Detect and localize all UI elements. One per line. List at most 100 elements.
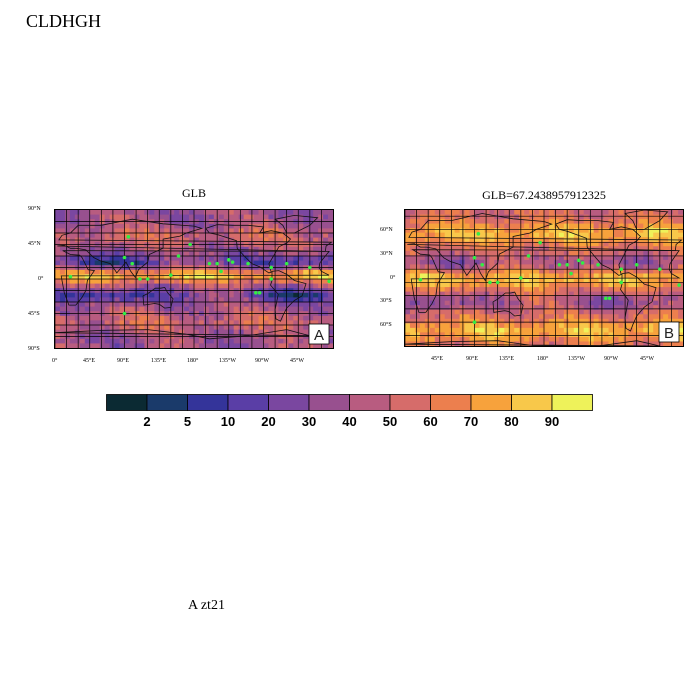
station-marker [327, 279, 331, 284]
lon-tick: 45°E [83, 358, 96, 364]
station-marker [257, 291, 262, 295]
lon-tick: 0° [52, 358, 58, 364]
station-marker [619, 267, 624, 271]
lon-tick: 180° [537, 356, 549, 362]
colorbar-level-label: 70 [463, 414, 479, 429]
station-marker [580, 261, 585, 265]
lat-tick: 45°N [28, 241, 41, 247]
station-marker [480, 262, 485, 267]
station-marker [576, 258, 581, 263]
colorbar-level-label: 20 [261, 414, 276, 429]
colorbar-swatch [227, 394, 269, 411]
lat-tick: 30°N [380, 251, 393, 257]
lon-tick: 135°E [499, 356, 515, 362]
station-marker [488, 280, 492, 285]
station-marker [472, 320, 477, 324]
station-marker [219, 269, 223, 274]
lon-tick: 90°E [117, 358, 130, 364]
station-marker [495, 280, 500, 285]
panel-a-title: GLB [182, 186, 206, 200]
lat-tick: 90°N [28, 206, 41, 212]
station-marker [476, 232, 481, 236]
station-marker [207, 261, 212, 266]
colorbar-level-label: 10 [220, 414, 236, 429]
colorbar-level-label: 5 [183, 414, 192, 429]
colorbar-swatch [551, 394, 593, 411]
lon-tick: 90°E [466, 356, 479, 362]
station-marker [308, 265, 312, 270]
colorbar [106, 394, 593, 411]
colorbar-swatch [187, 394, 229, 411]
station-marker [145, 277, 150, 281]
station-marker [472, 255, 477, 260]
lat-tick: 0° [390, 275, 396, 281]
station-marker [226, 258, 231, 262]
station-marker [634, 262, 639, 267]
colorbar-level-label: 80 [504, 414, 519, 429]
panel-a-corner-label: A [314, 327, 324, 344]
station-marker [607, 296, 612, 301]
station-marker [122, 311, 127, 316]
station-marker [603, 296, 608, 301]
colorbar-swatch [308, 394, 350, 411]
lat-tick: 30°S [380, 298, 392, 304]
panel-a-corner-label-box [308, 323, 330, 345]
colorbar-level-label: 2 [143, 414, 151, 429]
lat-tick: 0° [38, 276, 44, 282]
colorbar-swatch [268, 394, 310, 411]
station-marker [122, 255, 127, 260]
colorbar-level-label: 50 [382, 414, 398, 429]
colorbar-swatch [389, 394, 431, 411]
station-marker [126, 235, 131, 239]
colorbar-swatch [511, 394, 553, 411]
station-marker [246, 261, 250, 266]
map-panel-a: A [54, 209, 334, 349]
map-panel-b: B [404, 209, 684, 347]
lon-tick: 135°E [151, 358, 167, 364]
colorbar-swatch [146, 394, 188, 411]
station-marker [215, 261, 219, 266]
colorbar-swatch [470, 394, 512, 411]
station-marker [130, 261, 135, 266]
station-marker [169, 273, 173, 277]
station-marker [418, 277, 423, 282]
lon-tick: 90°W [255, 358, 270, 364]
lon-tick: 135°W [568, 356, 586, 362]
lon-tick: 45°W [290, 358, 305, 364]
colorbar-level-label: 60 [423, 414, 438, 429]
station-marker [230, 260, 235, 264]
lon-tick: 90°W [604, 356, 619, 362]
colorbar-level-label: 30 [301, 414, 317, 429]
station-marker [538, 240, 542, 245]
colorbar-swatch [430, 394, 472, 411]
station-marker [596, 262, 600, 267]
station-marker [557, 262, 562, 267]
station-marker [188, 242, 192, 247]
footer-note: A zt21 [188, 598, 225, 613]
lat-tick: 60°S [380, 322, 392, 328]
station-marker [253, 291, 258, 295]
station-marker [138, 277, 142, 281]
colorbar-swatch [106, 394, 148, 411]
colorbar-level-label: 40 [342, 414, 357, 429]
station-marker [68, 274, 73, 279]
station-marker [619, 280, 624, 285]
panel-b-corner-label: B [664, 325, 674, 342]
station-marker [526, 254, 531, 258]
station-marker [284, 261, 289, 266]
colorbar-level-label: 90 [544, 414, 560, 429]
panel-b-corner-label-box [658, 321, 680, 343]
station-marker [565, 262, 569, 267]
lat-tick: 60°N [380, 227, 393, 233]
lon-tick: 180° [187, 358, 199, 364]
lat-tick: 90°S [28, 346, 40, 352]
panel-b-title: GLB=67.2438957912325 [482, 188, 606, 202]
station-marker [269, 277, 274, 281]
map-b-canvas: B [405, 210, 683, 346]
lon-tick: 135°W [219, 358, 237, 364]
colorbar-swatch [349, 394, 391, 411]
figure-title: CLDHGH [26, 11, 101, 31]
lon-tick: 45°E [431, 356, 444, 362]
lon-tick: 45°W [640, 356, 655, 362]
map-a-canvas: A [55, 210, 333, 348]
